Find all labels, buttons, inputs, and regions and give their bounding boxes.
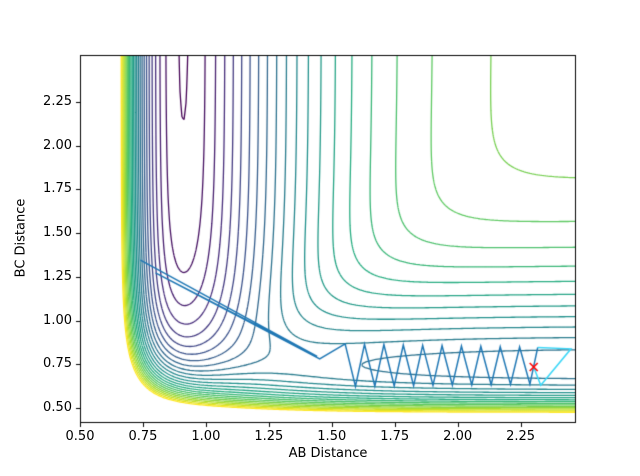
y-tick-label: 1.50	[43, 225, 72, 241]
y-tick-label: 1.00	[43, 312, 72, 328]
x-tick-label: 1.00	[191, 429, 221, 444]
x-tick-label: 1.25	[254, 429, 284, 444]
x-tick-label: 2.25	[506, 429, 536, 444]
x-tick-label: 0.75	[128, 429, 158, 444]
y-tick-label: 2.00	[43, 137, 72, 153]
y-tick-label: 0.75	[43, 356, 72, 372]
y-tick-label: 1.75	[43, 181, 72, 197]
x-tick-label: 2.00	[443, 429, 473, 444]
y-axis-label: BC Distance	[13, 198, 29, 278]
y-tick-label: 1.25	[43, 268, 72, 284]
x-tick-label: 1.50	[317, 429, 347, 444]
x-tick-label: 0.50	[65, 429, 95, 444]
y-tick-label: 0.50	[43, 399, 72, 415]
x-tick-label: 1.75	[380, 429, 410, 444]
x-axis-label: AB Distance	[288, 446, 368, 461]
y-tick-label: 2.25	[43, 93, 72, 109]
